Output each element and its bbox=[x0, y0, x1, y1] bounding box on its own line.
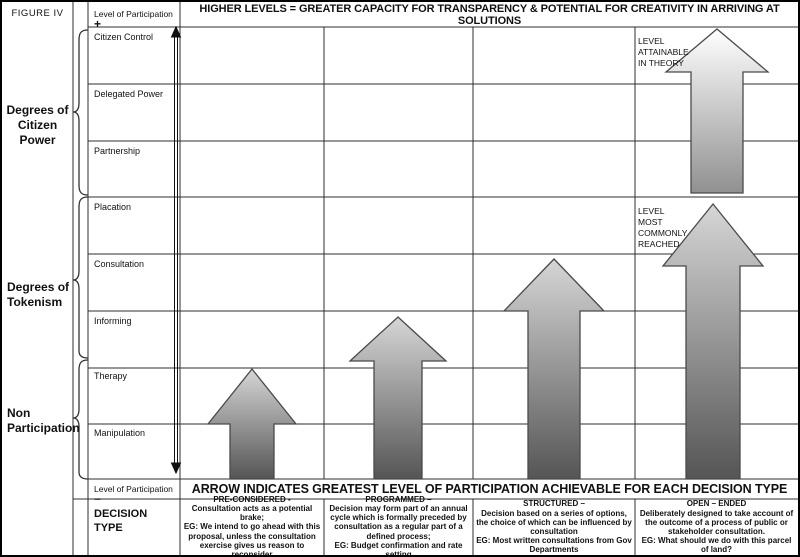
brace-citizen-power bbox=[72, 29, 89, 196]
rung-consultation: Consultation bbox=[94, 259, 145, 269]
axis-label-top: Level of Participation + bbox=[94, 9, 180, 31]
decision-type-header: DECISION TYPE bbox=[94, 508, 148, 535]
rung-citizen-control: Citizen Control bbox=[94, 32, 154, 42]
decision-cell-open-ended: OPEN – ENDED Deliberately designed to ta… bbox=[635, 499, 798, 555]
decision-example: EG: We intend to go ahead with this prop… bbox=[183, 522, 321, 557]
rung-delegated-power: Delegated Power bbox=[94, 89, 164, 99]
axis-label-bottom: Level of Participation − bbox=[94, 484, 180, 506]
decision-cell-pre-considered: PRE-CONSIDERED - Consultation acts as a … bbox=[180, 495, 324, 557]
arrow-structured bbox=[502, 258, 606, 480]
group-label-tokenism: Degrees of Tokenism bbox=[7, 280, 70, 309]
header-banner: HIGHER LEVELS = GREATER CAPACITY FOR TRA… bbox=[199, 2, 780, 27]
decision-desc: Decision based on a series of options, t… bbox=[476, 508, 632, 536]
rung-informing: Informing bbox=[94, 316, 132, 326]
footer-banner: ARROW INDICATES GREATEST LEVEL OF PARTIC… bbox=[191, 482, 788, 496]
rung-therapy: Therapy bbox=[94, 371, 128, 381]
axis-label-bottom-text: Level of Participation bbox=[94, 484, 173, 494]
group-braces bbox=[72, 29, 89, 480]
brace-tokenism bbox=[72, 196, 89, 359]
participation-axis-arrow bbox=[170, 25, 182, 475]
brace-non-participation bbox=[72, 359, 89, 480]
rung-manipulation: Manipulation bbox=[94, 428, 146, 438]
arrow-open-ended-common bbox=[661, 202, 765, 480]
figure-label: FIGURE IV bbox=[11, 8, 64, 19]
arrow-pre-considered bbox=[206, 367, 298, 480]
axis-label-top-text: Level of Participation bbox=[94, 9, 173, 19]
annotation-level-attainable-in-theory: LEVEL ATTAINABLE IN THEORY bbox=[638, 36, 689, 69]
decision-title: PROGRAMMED – bbox=[365, 494, 432, 504]
decision-example: EG: Budget confirmation and rate setting bbox=[334, 540, 463, 557]
axis-minus-sign: − bbox=[94, 492, 102, 506]
group-label-non-participation: Non Participation bbox=[7, 406, 80, 435]
axis-plus-sign: + bbox=[94, 17, 102, 31]
axis-arrowhead-down bbox=[170, 462, 182, 475]
decision-cell-structured: STRUCTURED – Decision based on a series … bbox=[473, 499, 635, 555]
decision-example: EG: What should we do with this parcel o… bbox=[641, 536, 792, 555]
rung-partnership: Partnership bbox=[94, 146, 141, 156]
decision-title: OPEN – ENDED bbox=[686, 499, 747, 509]
rung-placation: Placation bbox=[94, 202, 132, 212]
arrow-programmed bbox=[348, 316, 448, 480]
annotation-level-most-commonly-reached: LEVEL MOST COMMONLY REACHED bbox=[638, 206, 688, 250]
decision-title: STRUCTURED – bbox=[523, 499, 585, 509]
decision-desc: Decision may form part of an annual cycl… bbox=[329, 504, 468, 541]
arrow-open-ended-theory bbox=[664, 28, 770, 194]
group-label-citizen-power: Degrees of Citizen Power bbox=[6, 103, 69, 147]
decision-example: EG: Most written consultations from Gov … bbox=[476, 536, 632, 555]
decision-cell-programmed: PROGRAMMED – Decision may form part of a… bbox=[324, 495, 473, 557]
decision-desc: Deliberately designed to take account of… bbox=[639, 508, 794, 536]
decision-title: PRE-CONSIDERED - bbox=[213, 494, 291, 504]
decision-desc: Consultation acts as a potential brake; bbox=[191, 504, 313, 523]
axis-arrowhead-up bbox=[170, 25, 182, 38]
